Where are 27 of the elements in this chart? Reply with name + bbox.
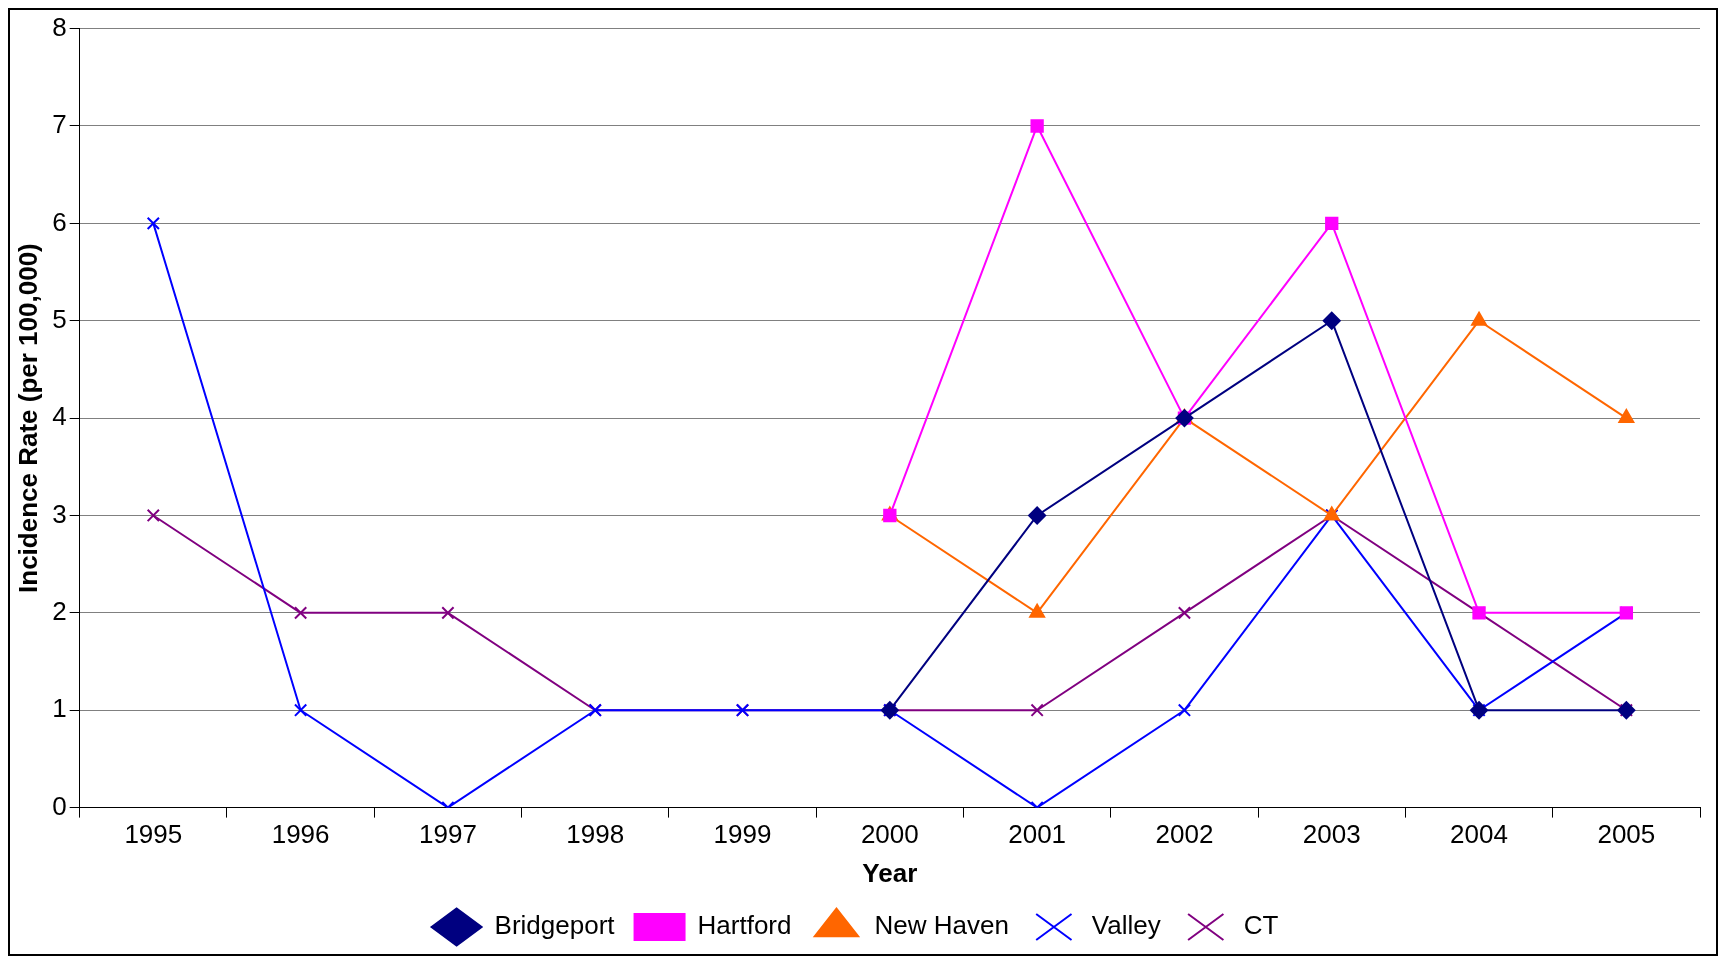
y-tick-label: 0 xyxy=(52,790,67,821)
y-tick-label: 7 xyxy=(52,109,67,140)
legend-label: Hartford xyxy=(697,910,792,941)
y-tick-label: 8 xyxy=(52,11,67,42)
legend-label: New Haven xyxy=(874,910,1009,941)
y-tick-label: 6 xyxy=(52,206,67,237)
x-tick-label: 2005 xyxy=(1597,819,1656,850)
x-tick-label: 1998 xyxy=(566,819,625,850)
y-axis-title: Incidence Rate (per 100,000) xyxy=(12,243,43,593)
y-tick-label: 2 xyxy=(52,596,67,627)
x-tick-label: 1999 xyxy=(713,819,772,850)
x-tick-label: 2003 xyxy=(1302,819,1361,850)
x-tick-label: 2004 xyxy=(1450,819,1508,850)
x-tick-label: 2001 xyxy=(1008,819,1067,850)
x-tick-label: 1995 xyxy=(124,819,183,850)
y-tick-label: 1 xyxy=(52,693,67,724)
legend-label: Valley xyxy=(1091,910,1161,941)
y-tick-label: 3 xyxy=(52,498,67,529)
legend-label: Bridgeport xyxy=(494,910,616,941)
y-tick-label: 5 xyxy=(52,303,67,334)
x-tick-label: 2002 xyxy=(1155,819,1214,850)
x-tick-label: 1997 xyxy=(419,819,477,850)
x-tick-label: 1996 xyxy=(271,819,330,850)
x-axis-title: Year xyxy=(862,857,918,888)
x-tick-label: 2000 xyxy=(860,819,919,850)
legend-label: CT xyxy=(1243,910,1279,941)
y-tick-label: 4 xyxy=(52,401,67,432)
